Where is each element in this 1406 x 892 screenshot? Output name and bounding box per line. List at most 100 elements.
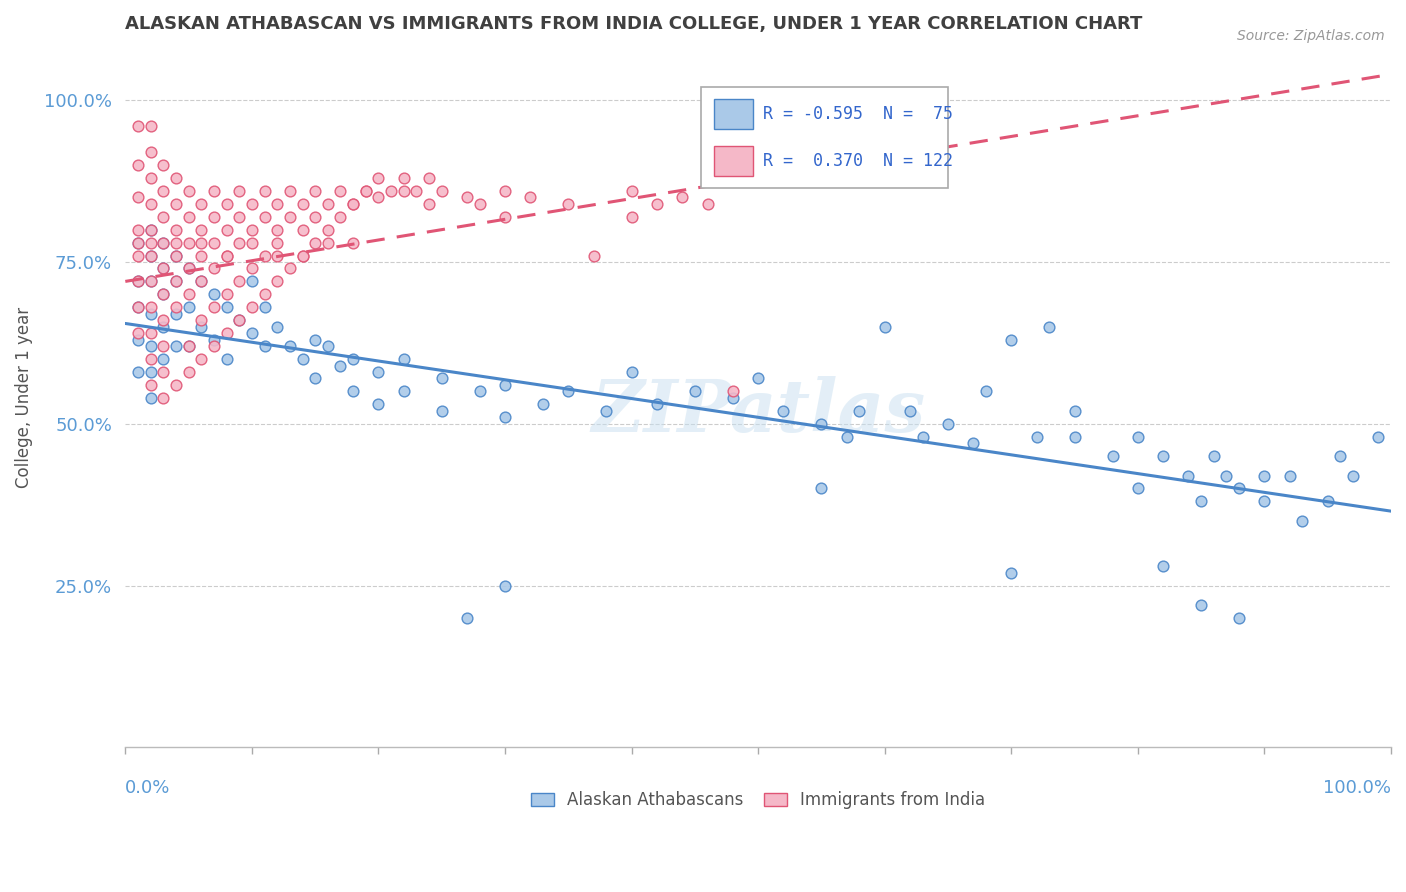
Point	[240, 196, 263, 211]
Point	[1316, 494, 1339, 508]
Point	[418, 170, 440, 185]
Point	[165, 307, 187, 321]
Point	[127, 235, 149, 250]
Point	[380, 184, 402, 198]
Point	[202, 261, 225, 276]
Text: 0.0%: 0.0%	[125, 779, 170, 797]
Point	[127, 301, 149, 315]
Point	[127, 190, 149, 204]
Point	[215, 248, 238, 262]
Point	[177, 261, 200, 276]
Point	[962, 436, 984, 450]
Point	[1278, 468, 1301, 483]
Point	[342, 352, 364, 367]
Point	[127, 326, 149, 341]
Point	[228, 210, 250, 224]
Point	[190, 274, 212, 288]
Point	[165, 339, 187, 353]
Point	[202, 184, 225, 198]
Point	[456, 611, 478, 625]
Point	[152, 287, 174, 301]
Point	[430, 371, 453, 385]
Point	[139, 119, 162, 133]
Point	[152, 210, 174, 224]
Point	[165, 222, 187, 236]
Point	[139, 274, 162, 288]
Point	[810, 482, 832, 496]
Point	[152, 339, 174, 353]
Point	[1063, 404, 1085, 418]
Point	[494, 578, 516, 592]
Point	[1025, 430, 1047, 444]
Point	[1152, 449, 1174, 463]
Point	[165, 301, 187, 315]
Point	[278, 261, 301, 276]
Point	[190, 352, 212, 367]
Point	[240, 261, 263, 276]
Point	[278, 184, 301, 198]
Point	[1367, 430, 1389, 444]
Point	[152, 261, 174, 276]
Point	[595, 404, 617, 418]
Point	[620, 210, 643, 224]
Point	[253, 301, 276, 315]
Point	[316, 235, 339, 250]
Point	[127, 274, 149, 288]
Point	[329, 359, 352, 373]
Point	[1126, 482, 1149, 496]
Point	[127, 301, 149, 315]
Point	[139, 222, 162, 236]
Point	[190, 248, 212, 262]
Point	[329, 184, 352, 198]
Point	[696, 196, 718, 211]
Point	[165, 274, 187, 288]
Point	[1329, 449, 1351, 463]
Point	[1202, 449, 1225, 463]
Point	[127, 119, 149, 133]
Point	[190, 313, 212, 327]
Point	[139, 391, 162, 405]
Point	[240, 274, 263, 288]
Point	[202, 210, 225, 224]
Point	[139, 339, 162, 353]
Point	[848, 404, 870, 418]
Point	[152, 313, 174, 327]
Point	[253, 339, 276, 353]
Point	[127, 235, 149, 250]
Point	[721, 391, 744, 405]
Point	[139, 301, 162, 315]
Point	[152, 158, 174, 172]
Point	[177, 339, 200, 353]
Point	[266, 235, 288, 250]
Point	[202, 287, 225, 301]
Point	[139, 307, 162, 321]
Point	[354, 184, 377, 198]
Point	[139, 378, 162, 392]
Point	[291, 248, 314, 262]
Point	[1038, 319, 1060, 334]
Point	[266, 319, 288, 334]
Point	[266, 222, 288, 236]
Point	[354, 184, 377, 198]
Text: ZIPatlas: ZIPatlas	[591, 376, 925, 448]
Point	[152, 365, 174, 379]
Point	[177, 261, 200, 276]
Point	[190, 319, 212, 334]
Point	[683, 384, 706, 399]
Point	[1341, 468, 1364, 483]
Point	[228, 313, 250, 327]
Point	[747, 371, 769, 385]
Point	[165, 248, 187, 262]
Point	[1152, 559, 1174, 574]
Point	[228, 274, 250, 288]
Point	[127, 248, 149, 262]
Point	[316, 339, 339, 353]
Point	[165, 196, 187, 211]
Point	[253, 287, 276, 301]
Point	[240, 326, 263, 341]
Point	[1101, 449, 1123, 463]
Point	[291, 196, 314, 211]
Point	[1227, 611, 1250, 625]
Point	[342, 384, 364, 399]
Point	[215, 196, 238, 211]
